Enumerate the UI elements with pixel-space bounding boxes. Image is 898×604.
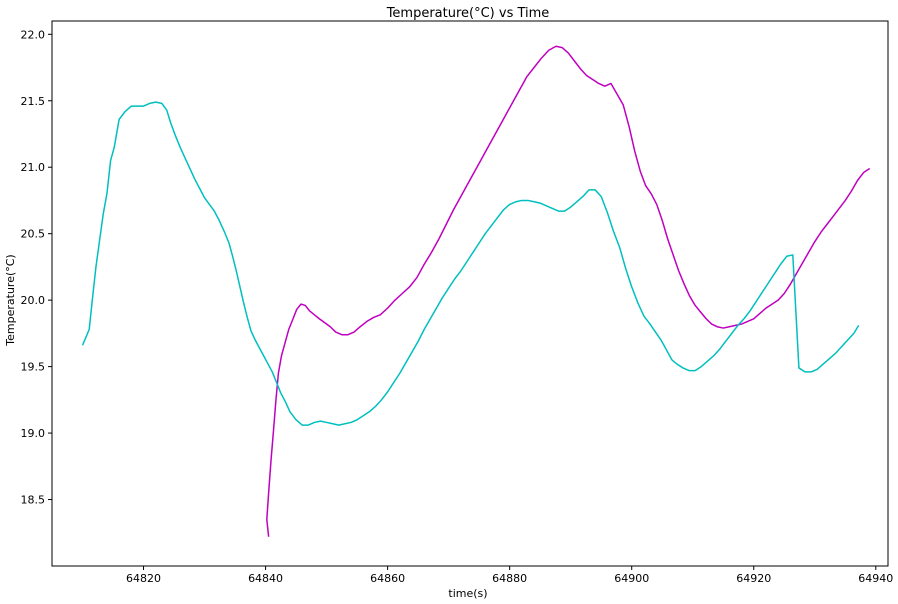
y-axis-label: Temperature(°C) (4, 254, 17, 346)
series-line-1 (266, 45, 871, 537)
x-tick-label: 64840 (248, 572, 283, 585)
x-axis-ticks: 64820 64840 64860 64880 64900 64920 64940 (126, 566, 893, 585)
y-tick-label: 20.0 (21, 294, 46, 307)
y-tick-label: 19.5 (21, 361, 46, 374)
x-tick-label: 64860 (370, 572, 405, 585)
y-tick-label: 22.0 (21, 28, 46, 41)
y-tick-label: 19.0 (21, 427, 46, 440)
x-tick-label: 64880 (492, 572, 527, 585)
y-tick-label: 20.5 (21, 228, 46, 241)
y-tick-label: 21.0 (21, 161, 46, 174)
x-axis-label: time(s) (448, 587, 487, 600)
y-axis-ticks: 18.5 19.0 19.5 20.0 20.5 21.0 21.5 22.0 (21, 28, 52, 507)
y-tick-label: 18.5 (21, 494, 46, 507)
series-line-2 (81, 101, 860, 426)
plot-lines (81, 45, 871, 537)
x-tick-label: 64900 (614, 572, 649, 585)
x-tick-label: 64940 (858, 572, 893, 585)
y-tick-label: 21.5 (21, 95, 46, 108)
plot-frame (51, 20, 889, 567)
x-tick-label: 64820 (126, 572, 161, 585)
chart-title: Temperature(°C) vs Time (386, 6, 550, 21)
x-tick-label: 64920 (736, 572, 771, 585)
